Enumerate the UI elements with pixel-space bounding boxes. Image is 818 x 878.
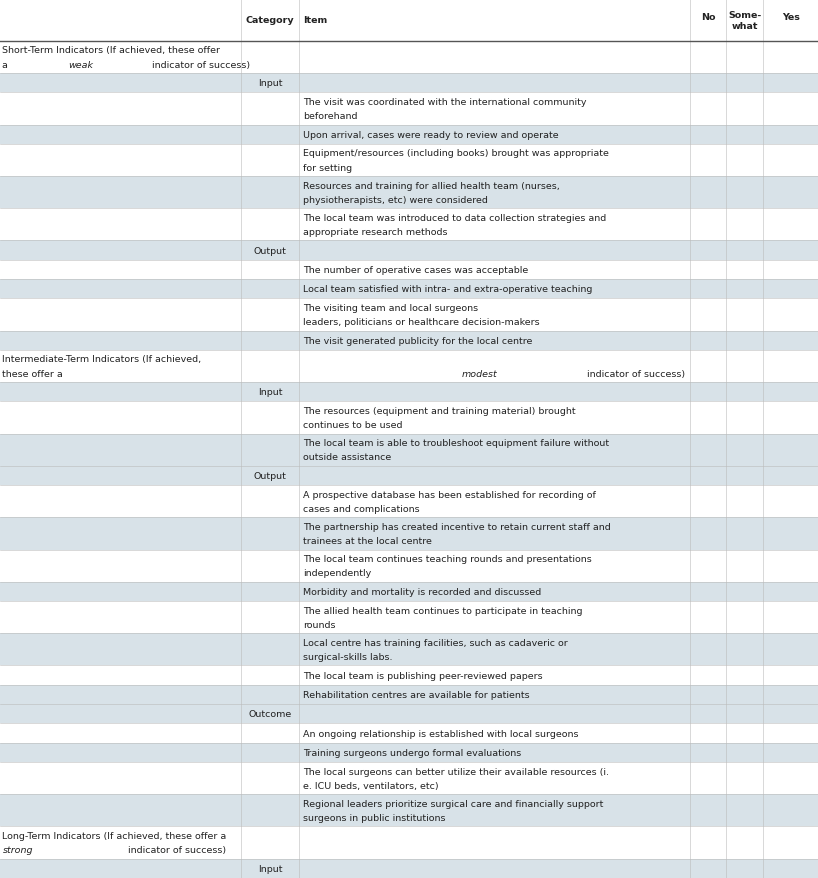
Bar [0,582,818,601]
Text: surgeons in public institutions: surgeons in public institutions [303,813,445,822]
Bar [0,176,818,209]
Text: Rehabilitation centres are available for patients: Rehabilitation centres are available for… [303,690,529,699]
Bar [0,601,818,634]
Text: leaders, politicians or healthcare decision-makers: leaders, politicians or healthcare decis… [303,318,539,327]
Bar [0,42,818,74]
Text: e. ICU beds, ventilators, etc): e. ICU beds, ventilators, etc) [303,781,438,790]
Text: Training surgeons undergo formal evaluations: Training surgeons undergo formal evaluat… [303,748,521,757]
Text: surgical-skills labs.: surgical-skills labs. [303,652,392,661]
Text: Equipment/resources (including books) brought was appropriate: Equipment/resources (including books) br… [303,149,609,158]
Text: The resources (equipment and training material) brought: The resources (equipment and training ma… [303,407,575,415]
Text: Input: Input [258,388,282,397]
Bar [0,209,818,241]
Bar [0,550,818,582]
Text: these offer a: these offer a [2,370,66,378]
Bar [0,826,818,859]
Text: Upon arrival, cases were ready to review and operate: Upon arrival, cases were ready to review… [303,131,558,140]
Text: appropriate research methods: appropriate research methods [303,227,447,237]
Text: The local team continues teaching rounds and presentations: The local team continues teaching rounds… [303,555,591,564]
Bar [0,126,818,145]
Bar [0,350,818,383]
Text: Output: Output [254,471,286,480]
Text: Output: Output [254,247,286,255]
Text: Item: Item [303,17,327,25]
Text: indicator of success): indicator of success) [124,846,226,854]
Text: Local team satisfied with intra- and extra-operative teaching: Local team satisfied with intra- and ext… [303,285,592,294]
Bar [0,0,818,42]
Text: The local surgeons can better utilize their available resources (i.: The local surgeons can better utilize th… [303,766,609,776]
Text: Category: Category [245,17,294,25]
Text: Some-
what: Some- what [728,11,762,31]
Text: indicator of success): indicator of success) [584,370,685,378]
Bar [0,723,818,743]
Text: indicator of success): indicator of success) [150,61,250,69]
Bar [0,743,818,762]
Text: Local centre has training facilities, such as cadaveric or: Local centre has training facilities, su… [303,638,568,647]
Text: Regional leaders prioritize surgical care and financially support: Regional leaders prioritize surgical car… [303,799,603,808]
Bar [0,634,818,666]
Text: trainees at the local centre: trainees at the local centre [303,536,432,545]
Text: physiotherapists, etc) were considered: physiotherapists, etc) were considered [303,196,488,205]
Bar [0,74,818,93]
Bar [0,762,818,795]
Text: The partnership has created incentive to retain current staff and: The partnership has created incentive to… [303,522,610,531]
Bar [0,859,818,878]
Text: strong: strong [2,846,33,854]
Text: Input: Input [258,864,282,873]
Text: outside assistance: outside assistance [303,453,391,462]
Text: Long-Term Indicators (If achieved, these offer a: Long-Term Indicators (If achieved, these… [2,831,227,840]
Text: Intermediate-Term Indicators (If achieved,: Intermediate-Term Indicators (If achieve… [2,355,201,364]
Bar [0,331,818,350]
Text: rounds: rounds [303,620,335,629]
Bar [0,435,818,466]
Bar [0,486,818,518]
Text: a: a [2,61,11,69]
Text: modest: modest [462,370,497,378]
Bar [0,383,818,402]
Bar [0,666,818,685]
Bar [0,466,818,486]
Bar [0,280,818,299]
Bar [0,241,818,261]
Bar [0,685,818,704]
Text: The visit was coordinated with the international community: The visit was coordinated with the inter… [303,97,587,107]
Bar [0,261,818,280]
Bar [0,795,818,826]
Text: The visiting team and local surgeons: The visiting team and local surgeons [303,304,481,313]
Bar [0,704,818,723]
Text: Input: Input [258,79,282,88]
Text: An ongoing relationship is established with local surgeons: An ongoing relationship is established w… [303,729,578,738]
Text: Resources and training for allied health team (nurses,: Resources and training for allied health… [303,182,560,191]
Text: The allied health team continues to participate in teaching: The allied health team continues to part… [303,606,582,615]
Text: A prospective database has been established for recording of: A prospective database has been establis… [303,490,596,499]
Text: The number of operative cases was acceptable: The number of operative cases was accept… [303,266,528,275]
Text: independently: independently [303,569,371,578]
Text: The visit generated publicity for the local centre: The visit generated publicity for the lo… [303,336,532,345]
Text: Morbidity and mortality is recorded and discussed: Morbidity and mortality is recorded and … [303,587,541,596]
Text: No: No [701,13,715,22]
Text: The local team is publishing peer-reviewed papers: The local team is publishing peer-review… [303,671,542,680]
Text: cases and complications: cases and complications [303,504,420,514]
Text: Short-Term Indicators (If achieved, these offer: Short-Term Indicators (If achieved, thes… [2,47,221,55]
Bar [0,518,818,550]
Text: beforehand: beforehand [303,112,357,121]
Text: The local team is able to troubleshoot equipment failure without: The local team is able to troubleshoot e… [303,439,609,448]
Bar [0,402,818,435]
Text: for setting: for setting [303,163,352,172]
Text: weak: weak [68,61,93,69]
Bar [0,145,818,176]
Text: The local team was introduced to data collection strategies and: The local team was introduced to data co… [303,213,606,222]
Bar [0,299,818,331]
Text: Yes: Yes [782,13,799,22]
Text: Outcome: Outcome [249,709,291,718]
Text: continues to be used: continues to be used [303,421,402,429]
Bar [0,93,818,126]
